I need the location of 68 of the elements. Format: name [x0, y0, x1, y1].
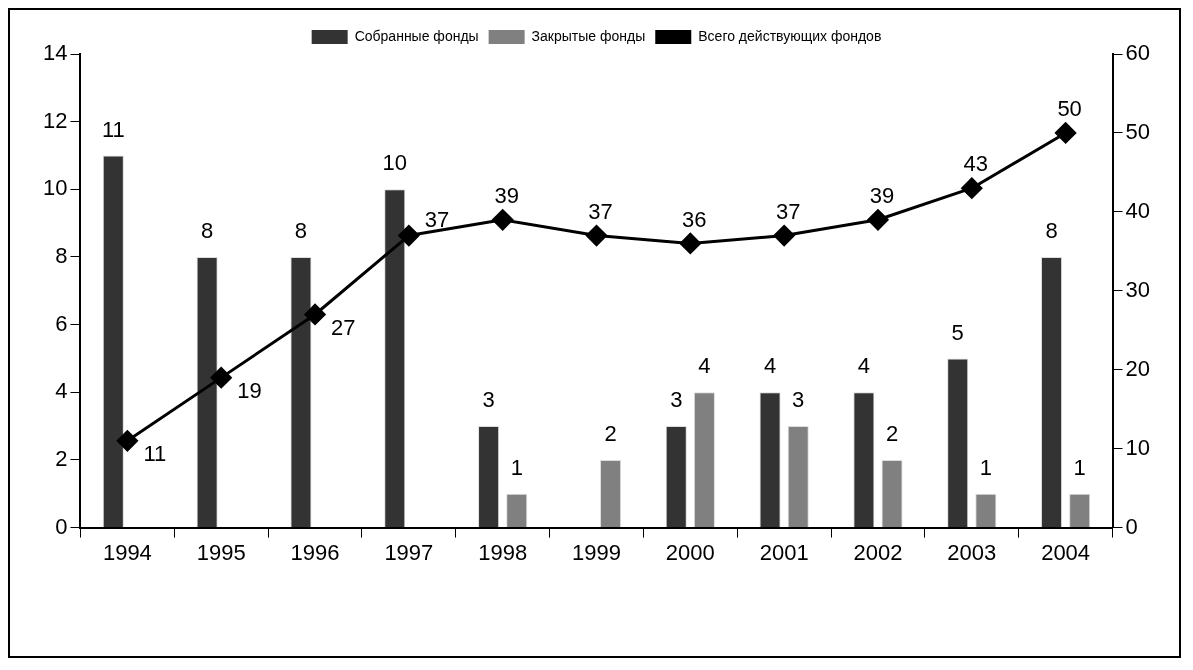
- y-tick-label: 8: [55, 243, 68, 269]
- y-tick-label: 12: [42, 107, 68, 133]
- data-label: 10: [382, 150, 408, 176]
- y-tick-label: 4: [55, 378, 68, 404]
- x-tick-label: 2001: [759, 539, 809, 565]
- data-label: 2: [885, 421, 899, 447]
- y-tick-label: 6: [55, 310, 68, 336]
- y2-tick-label: 40: [1125, 197, 1151, 223]
- data-label: 50: [1057, 96, 1082, 121]
- data-label: 39: [869, 182, 895, 208]
- data-label: 3: [792, 387, 805, 413]
- x-tick-label: 2002: [853, 539, 903, 565]
- point: [773, 225, 795, 247]
- y2-tick-label: 50: [1125, 119, 1151, 144]
- legend-label: Закрытые фонды: [531, 27, 646, 44]
- point: [1055, 122, 1077, 144]
- data-label: 37: [588, 198, 613, 224]
- data-label: 4: [857, 353, 871, 379]
- point: [398, 225, 420, 247]
- data-label: 2: [604, 421, 617, 447]
- legend-label: Собранные фонды: [354, 27, 479, 44]
- data-label: 8: [294, 218, 308, 244]
- data-label: 37: [424, 206, 450, 232]
- y2-tick-label: 10: [1125, 434, 1151, 460]
- y2-tick-label: 20: [1125, 355, 1151, 381]
- data-label: 1: [979, 454, 992, 480]
- data-label: 43: [963, 151, 989, 177]
- point: [116, 430, 138, 452]
- data-label: 11: [143, 440, 167, 466]
- point: [679, 232, 701, 254]
- x-tick-label: 1997: [384, 539, 434, 565]
- data-label: 4: [698, 353, 711, 379]
- x-tick-label: 1996: [290, 539, 340, 565]
- x-tick-label: 2004: [1041, 539, 1091, 565]
- y2-tick-label: 30: [1125, 276, 1151, 302]
- x-tick-label: 1998: [478, 539, 528, 565]
- data-label: 37: [775, 198, 801, 224]
- x-tick-label: 1994: [102, 539, 152, 565]
- x-tick-label: 2000: [665, 539, 715, 565]
- point: [586, 225, 607, 247]
- x-tick-label: 2003: [947, 539, 997, 565]
- data-label: 3: [482, 387, 495, 413]
- y-tick-label: 0: [55, 513, 68, 539]
- x-tick-label: 1995: [196, 539, 246, 565]
- data-label: 1: [510, 454, 523, 480]
- data-label: 39: [494, 182, 519, 208]
- legend-label: Всего действующих фондов: [698, 27, 882, 44]
- point: [867, 209, 889, 231]
- data-label: 27: [331, 314, 356, 340]
- data-label: 19: [237, 377, 262, 403]
- data-label: 36: [682, 206, 707, 232]
- point: [492, 209, 514, 231]
- data-label: 1: [1073, 454, 1086, 480]
- y-tick-label: 14: [42, 40, 68, 66]
- data-label: 3: [670, 387, 683, 413]
- data-label: 8: [201, 218, 214, 244]
- data-label: 11: [101, 116, 125, 142]
- point: [961, 177, 983, 199]
- data-label: 5: [951, 319, 964, 345]
- data-label: 8: [1045, 218, 1058, 244]
- point: [304, 303, 326, 325]
- y2-tick-label: 0: [1125, 513, 1138, 539]
- data-label: 4: [763, 353, 777, 379]
- y2-tick-label: 60: [1125, 40, 1151, 66]
- point: [210, 367, 232, 389]
- x-tick-label: 1999: [572, 539, 621, 565]
- y-tick-label: 2: [55, 446, 68, 472]
- y-tick-label: 10: [42, 175, 68, 201]
